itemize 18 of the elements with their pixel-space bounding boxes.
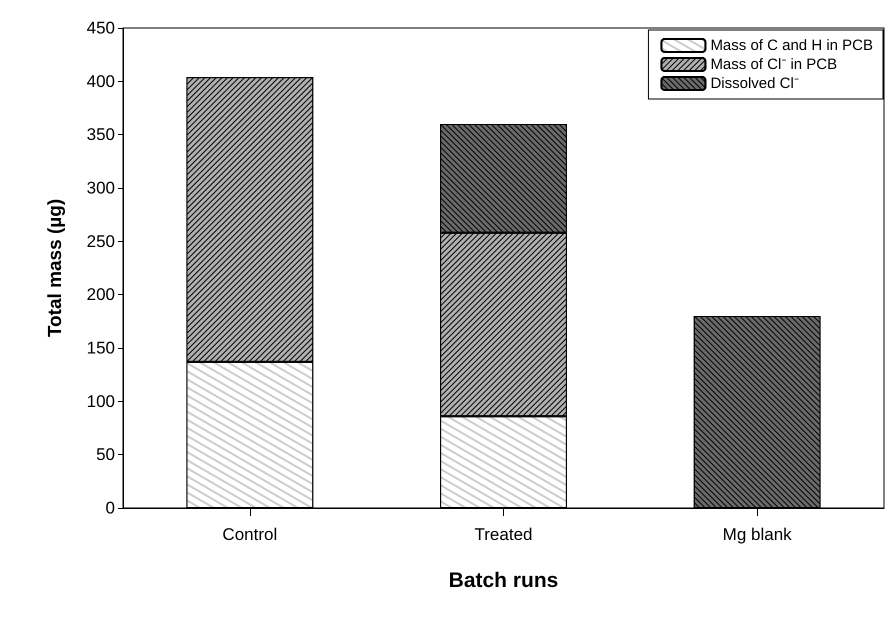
y-tick-label: 250 — [86, 232, 115, 251]
x-axis-title: Batch runs — [448, 569, 558, 592]
y-axis-title: Total mass (µg) — [45, 198, 66, 338]
y-tick-label: 150 — [86, 338, 115, 358]
y-tick-label: 450 — [86, 18, 115, 38]
y-tick-label: 350 — [86, 125, 115, 144]
y-tick-label: 50 — [96, 445, 115, 464]
y-tick-label: 200 — [86, 285, 115, 304]
legend-label: Mass of C and H in PCB — [710, 37, 873, 54]
y-tick-label: 0 — [106, 498, 115, 518]
legend-label: Dissolved Cl⁻ — [710, 75, 799, 92]
y-tick-label: 100 — [86, 392, 115, 411]
x-tick-label: Control — [222, 525, 278, 544]
legend-label: Mass of Cl⁻ in PCB — [710, 56, 838, 73]
y-tick-label: 400 — [86, 72, 115, 91]
y-tick-label: 300 — [86, 178, 115, 198]
x-tick-label: Mg blank — [722, 525, 792, 544]
x-tick-label: Treated — [474, 525, 532, 544]
